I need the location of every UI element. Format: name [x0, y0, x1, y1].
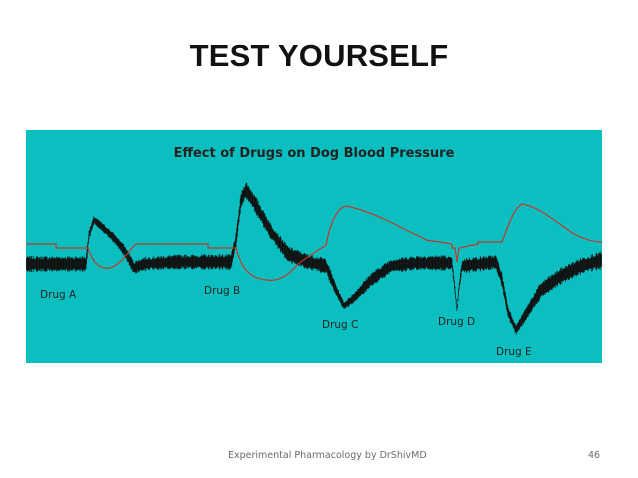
- drug-b-label: Drug B: [204, 285, 241, 297]
- blood-pressure-tracing: [26, 182, 602, 335]
- slide-title: TEST YOURSELF: [189, 38, 449, 73]
- drug-d-label: Drug D: [438, 316, 476, 328]
- figure-title: Effect of Drugs on Dog Blood Pressure: [173, 146, 455, 161]
- drug-a-label: Drug A: [40, 289, 77, 301]
- page-number: 46: [588, 450, 601, 461]
- blood-pressure-figure: Effect of Drugs on Dog Blood Pressure Dr…: [26, 130, 602, 363]
- drug-e-label: Drug E: [496, 346, 532, 358]
- black-bp-trace: [26, 182, 602, 335]
- slide-footer: Experimental Pharmacology by DrShivMD: [228, 450, 427, 461]
- red-trace: [26, 203, 602, 281]
- drug-c-label: Drug C: [322, 319, 359, 331]
